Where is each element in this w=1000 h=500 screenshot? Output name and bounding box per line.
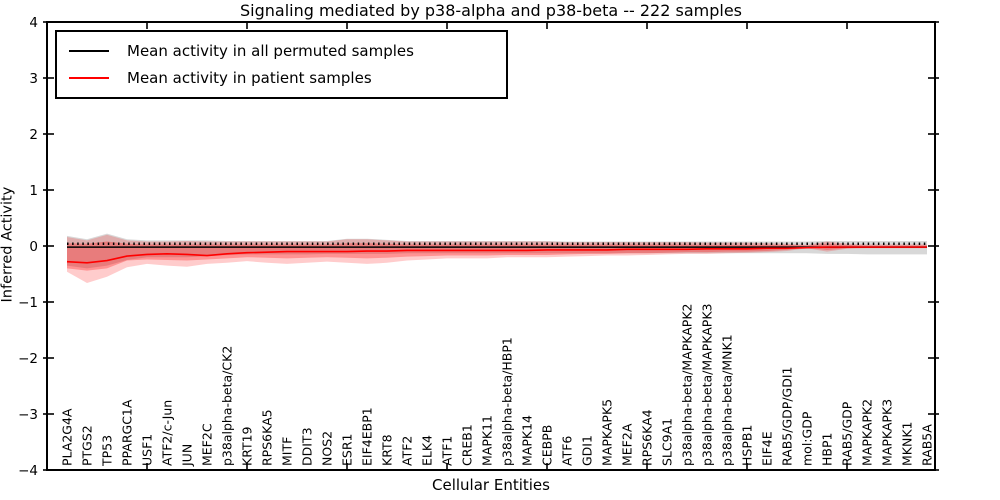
x-tick-label: PLA2G4A <box>60 408 75 466</box>
legend-label-permuted: Mean activity in all permuted samples <box>127 41 414 60</box>
legend-line-sample-permuted <box>69 49 109 52</box>
x-tick-label: MEF2C <box>200 423 215 466</box>
y-tick-label: 2 <box>29 127 38 143</box>
x-tick-label: p38alpha-beta/MAPKAPK3 <box>700 304 715 467</box>
x-tick-label: PPARGC1A <box>120 399 135 466</box>
x-tick-label: ELK4 <box>420 435 435 466</box>
x-tick-label: CREB1 <box>460 424 475 466</box>
x-tick-label: GDI1 <box>580 435 595 466</box>
x-tick-label: TP53 <box>100 435 115 467</box>
x-tick-label: p38alpha-beta/CK2 <box>220 346 235 466</box>
x-axis-title: Cellular Entities <box>432 476 550 494</box>
y-tick-label: −1 <box>18 295 38 311</box>
x-tick-label: DDIT3 <box>300 427 315 466</box>
x-tick-label: MEF2A <box>620 423 635 466</box>
x-tick-label: mol:GDP <box>800 411 815 466</box>
x-tick-label: SLC9A1 <box>660 418 675 466</box>
x-tick-label: MAPK11 <box>480 415 495 466</box>
legend-item-permuted: Mean activity in all permuted samples <box>69 42 506 60</box>
legend-item-patient: Mean activity in patient samples <box>69 69 506 87</box>
x-tick-label: MAPKAPK5 <box>600 399 615 466</box>
x-tick-label: HSPB1 <box>740 425 755 466</box>
x-tick-label: p38alpha-beta/HBP1 <box>500 337 515 466</box>
x-tick-label: EIF4EBP1 <box>360 407 375 466</box>
x-tick-label: EIF4E <box>760 431 775 466</box>
x-tick-label: RAB5A <box>920 424 935 466</box>
x-tick-label: MITF <box>280 437 295 466</box>
x-tick-label: PTGS2 <box>80 425 95 466</box>
y-axis-title: Inferred Activity <box>0 186 16 303</box>
x-tick-label: p38alpha-beta/MNK1 <box>720 334 735 466</box>
y-tick-label: 3 <box>29 71 38 87</box>
x-tick-label: ATF2 <box>400 436 415 466</box>
x-tick-label: RPS6KA4 <box>640 409 655 466</box>
x-tick-label: USF1 <box>140 434 155 466</box>
x-tick-label: RAB5/GDP <box>840 401 855 466</box>
x-tick-label: JUN <box>180 444 195 467</box>
legend-label-patient: Mean activity in patient samples <box>127 69 372 88</box>
legend-line-sample-patient <box>69 77 109 80</box>
x-tick-label: CEBPB <box>540 425 555 466</box>
x-tick-label: ATF1 <box>440 436 455 466</box>
x-tick-label: ATF6 <box>560 436 575 466</box>
legend: Mean activity in all permuted samples Me… <box>55 30 508 99</box>
x-tick-label: RPS6KA5 <box>260 409 275 466</box>
y-tick-label: 1 <box>29 183 38 199</box>
x-tick-label: ESR1 <box>340 434 355 466</box>
x-tick-label: NOS2 <box>320 431 335 466</box>
patient-mean-line <box>66 246 927 264</box>
x-tick-label: RAB5/GDP/GDI1 <box>780 367 795 466</box>
chart-title: Signaling mediated by p38-alpha and p38-… <box>239 1 742 20</box>
x-tick-label: MKNK1 <box>900 422 915 466</box>
y-tick-label: 0 <box>29 239 38 255</box>
x-tick-label: MAPKAPK2 <box>860 399 875 466</box>
y-tick-label: 4 <box>29 15 38 31</box>
x-tick-label: MAPK14 <box>520 415 535 466</box>
x-tick-label: p38alpha-beta/MAPKAPK2 <box>680 304 695 467</box>
x-tick-label: MAPKAPK3 <box>880 399 895 466</box>
x-tick-label: KRT19 <box>240 426 255 466</box>
x-tick-label: HBP1 <box>820 433 835 466</box>
x-tick-label: KRT8 <box>380 434 395 466</box>
y-tick-label: −2 <box>18 351 38 367</box>
y-tick-label: −3 <box>18 407 38 423</box>
y-tick-label: −4 <box>18 463 38 479</box>
x-tick-label: ATF2/c-Jun <box>160 400 175 466</box>
